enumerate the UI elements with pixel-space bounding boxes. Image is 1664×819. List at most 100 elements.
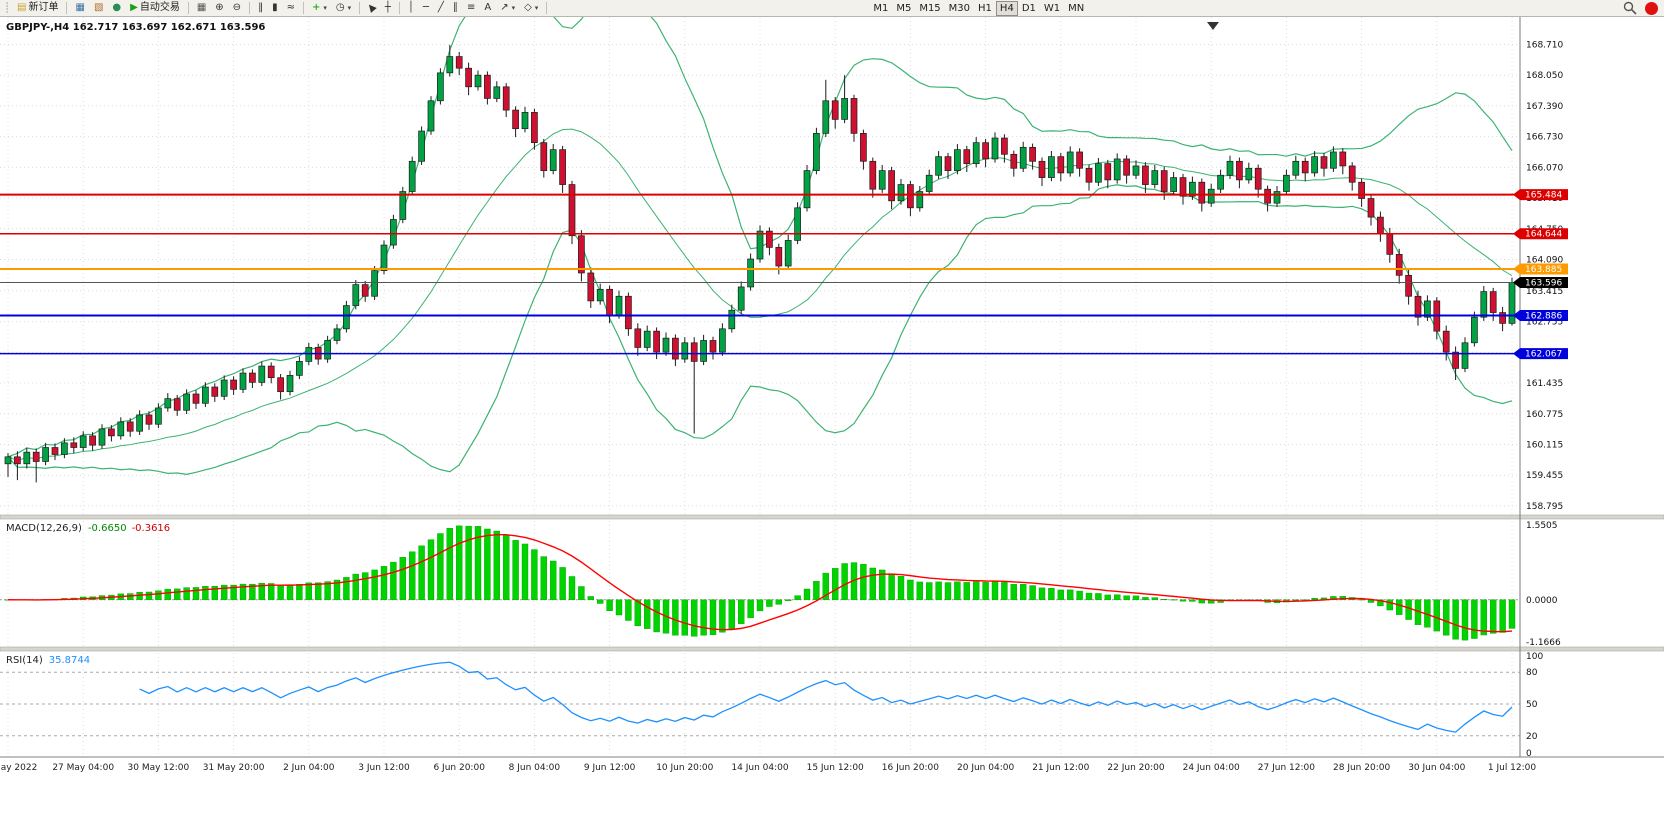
macd-bar	[324, 581, 331, 600]
timeframe-d1-button[interactable]: D1	[1018, 1, 1040, 16]
crosshair-button[interactable]: ┼	[381, 1, 395, 16]
candle-body	[1414, 295, 1422, 318]
fibonacci-button[interactable]: ≡	[463, 1, 479, 16]
candle-body	[437, 72, 444, 102]
macd-bar	[437, 533, 444, 600]
candle-body	[794, 207, 801, 241]
candle-body	[1395, 254, 1403, 276]
candle-body	[709, 340, 717, 353]
candle-body	[719, 328, 726, 353]
candle-body	[1320, 156, 1328, 169]
arrows-button[interactable]: ↗ ▾	[496, 1, 519, 16]
candle-body	[1076, 151, 1083, 169]
macd-bar	[625, 599, 632, 621]
market-watch-icon-button[interactable]: ●	[108, 1, 125, 16]
candle-body	[98, 428, 106, 446]
timeframe-m15-button[interactable]: M15	[915, 1, 944, 16]
zoom-in-button[interactable]: ⊕	[211, 1, 227, 16]
macd-bar	[1001, 582, 1008, 600]
toolbar-right	[1623, 1, 1658, 15]
candle-body	[813, 133, 820, 171]
macd-bar	[681, 599, 688, 636]
timeframe-m30-button[interactable]: M30	[945, 1, 974, 16]
panel-divider[interactable]	[0, 646, 1664, 652]
zoom-out-button[interactable]: ⊖	[229, 1, 245, 16]
macd-bar	[352, 573, 359, 600]
candle-body	[126, 421, 134, 432]
channel-button[interactable]: ∥	[449, 1, 462, 16]
shapes-button[interactable]: ◇ ▾	[520, 1, 542, 16]
macd-bar	[1508, 599, 1516, 629]
macd-bar	[841, 563, 848, 600]
candle-body	[211, 386, 219, 397]
time-tick-label: 25 May 2022	[0, 763, 37, 773]
timeframe-mn-button[interactable]: MN	[1064, 1, 1088, 16]
candle-body	[32, 451, 40, 462]
candle-body	[286, 375, 294, 393]
macd-signal-line	[7, 533, 1513, 633]
chart-shift-marker[interactable]	[1207, 22, 1219, 30]
horizontal-lines	[0, 193, 1520, 355]
candle-body	[371, 270, 378, 297]
timeframe-m1-button[interactable]: M1	[869, 1, 892, 16]
macd-main-value: -0.6650	[88, 523, 127, 534]
candle-body	[1452, 351, 1459, 369]
chevron-down-icon: ▾	[323, 3, 327, 12]
candle-body	[1264, 188, 1271, 204]
macd-bar	[1433, 599, 1441, 632]
autotrading-button[interactable]: ▶ 自动交易	[126, 1, 184, 16]
vline-button[interactable]: │	[404, 1, 418, 16]
macd-bar	[672, 599, 679, 636]
window-grip[interactable]: ┊	[4, 2, 11, 14]
price-badge	[1513, 189, 1568, 201]
timeframe-m5-button[interactable]: M5	[892, 1, 915, 16]
macd-bar	[1189, 599, 1196, 602]
candle-body	[230, 379, 237, 390]
rsi-value: 35.8744	[49, 655, 90, 666]
macd-bar	[691, 599, 698, 637]
macd-bar	[268, 583, 275, 600]
trendline-button[interactable]: ╱	[434, 1, 448, 16]
indicators-button[interactable]: + ▾	[308, 1, 331, 16]
notification-badge[interactable]	[1645, 1, 1658, 15]
candle-body	[803, 170, 811, 209]
candle-body	[1489, 291, 1497, 313]
panel-divider[interactable]	[0, 514, 1664, 520]
new-order-button[interactable]: ▤ 新订单	[13, 1, 62, 16]
macd-bar	[1123, 595, 1130, 600]
text-button[interactable]: A	[480, 1, 495, 16]
text-icon: A	[484, 2, 492, 13]
candle-body	[1113, 158, 1121, 181]
profiles-icon-button[interactable]: ▧	[90, 1, 107, 16]
bar-chart-button[interactable]: ‖	[254, 1, 267, 16]
macd-bar	[832, 568, 839, 600]
candle-body	[173, 398, 181, 411]
trendline-icon: ╱	[437, 2, 444, 13]
search-icon[interactable]	[1623, 1, 1637, 15]
price-tick-label: 160.775	[1526, 410, 1563, 420]
period-button[interactable]: ◷ ▾	[332, 1, 355, 16]
chevron-down-icon: ▾	[347, 3, 352, 12]
candle-body	[1330, 151, 1337, 169]
line-chart-button[interactable]: ≈	[283, 1, 299, 16]
macd-bar	[935, 581, 942, 600]
new-chart-icon-button[interactable]: ▦	[71, 1, 88, 16]
price-tick-label: 168.050	[1526, 71, 1563, 81]
timeframe-h4-button[interactable]: H4	[995, 0, 1018, 16]
macd-bar	[963, 582, 970, 600]
candle-body	[418, 130, 425, 162]
candle-chart-button[interactable]: ▮	[268, 1, 282, 16]
candle-body	[737, 286, 745, 311]
timeframe-w1-button[interactable]: W1	[1040, 1, 1064, 16]
hline-button[interactable]: ─	[419, 1, 433, 16]
candle-body	[1292, 160, 1300, 176]
timeframe-h1-button[interactable]: H1	[974, 1, 996, 16]
time-tick-label: 2 Jun 04:00	[283, 763, 335, 773]
tile-windows-button[interactable]: ▦	[193, 1, 210, 16]
macd-bar	[1405, 599, 1412, 620]
macd-bar	[907, 579, 914, 600]
macd-name: MACD(12,26,9)	[6, 523, 82, 534]
chart-area[interactable]: 168.710 168.050 167.390 166.730 166.070 165.4…	[0, 17, 1664, 819]
macd-bar	[615, 599, 623, 616]
cursor-button[interactable]: ▲	[364, 1, 380, 16]
